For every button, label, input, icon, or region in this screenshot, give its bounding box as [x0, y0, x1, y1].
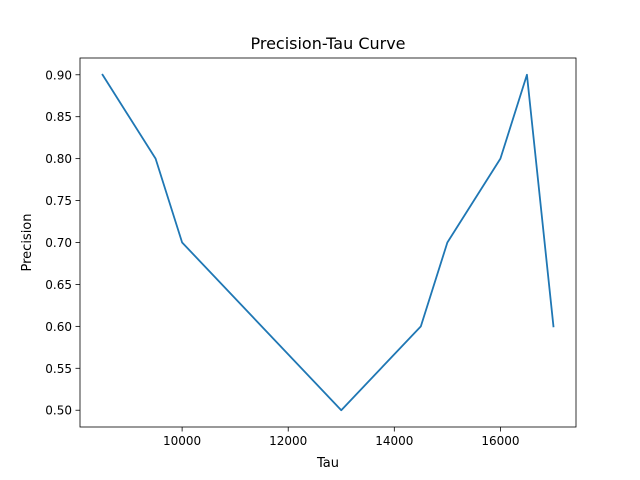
y-tick-label: 0.60 — [45, 320, 72, 334]
x-tick-label: 16000 — [481, 434, 519, 448]
x-tick-label: 14000 — [375, 434, 413, 448]
chart-title: Precision-Tau Curve — [250, 34, 405, 53]
y-tick-label: 0.50 — [45, 404, 72, 418]
series-layer — [101, 73, 555, 412]
y-tick-label: 0.80 — [45, 152, 72, 166]
y-tick-label: 0.75 — [45, 194, 72, 208]
x-axis-label: Tau — [316, 456, 339, 471]
plot-frame — [79, 57, 577, 428]
y-tick-label: 0.90 — [45, 68, 72, 82]
y-axis-label: Precision — [20, 213, 35, 271]
y-tick-label: 0.55 — [45, 362, 72, 376]
y-tick-label: 0.65 — [45, 278, 72, 292]
y-tick-label: 0.85 — [45, 110, 72, 124]
series-line — [101, 73, 555, 412]
axes: 10000 12000 14000 16000 0.50 0.55 0.60 0.65 0.70… — [45, 68, 519, 448]
y-tick-label: 0.70 — [45, 236, 72, 250]
x-tick-label: 10000 — [163, 434, 201, 448]
x-tick-label: 12000 — [269, 434, 307, 448]
